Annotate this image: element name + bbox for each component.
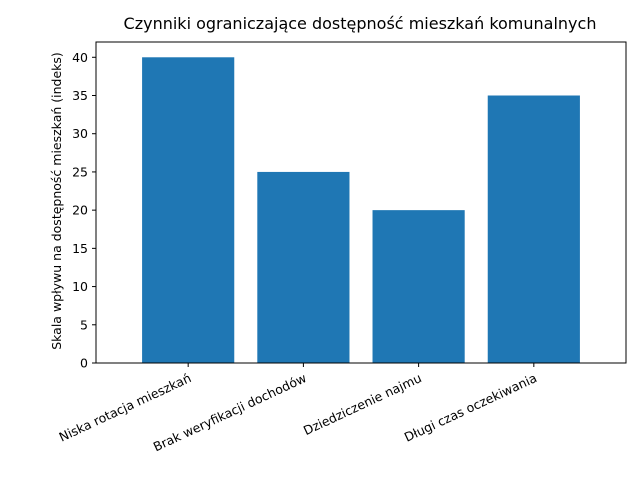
bars-group	[142, 57, 580, 364]
y-tick-label-5: 20	[72, 203, 88, 218]
bar-2	[257, 171, 350, 363]
y-axis-ticks: 0 5 10 15 20 25 30 35 40	[72, 50, 96, 371]
y-tick-label-3: 10	[72, 279, 88, 294]
chart-title: Czynniki ograniczające dostępność mieszk…	[124, 14, 597, 33]
x-tick-label-3: Dziedziczenie najmu	[301, 370, 424, 438]
bar-4	[487, 95, 580, 363]
plot-frame	[95, 41, 627, 364]
bar-3	[372, 210, 465, 363]
bar-1	[142, 57, 235, 364]
y-tick-label-1: 0	[80, 356, 88, 371]
y-tick-label-7: 30	[72, 126, 88, 141]
y-tick-label-4: 15	[72, 241, 88, 256]
y-tick-label-9: 40	[72, 50, 88, 65]
y-tick-label-6: 25	[72, 164, 88, 179]
y-tick-label-8: 35	[72, 88, 88, 103]
y-axis-label: Skala wpływu na dostępność mieszkań (ind…	[49, 52, 64, 350]
y-tick-label-2: 5	[80, 317, 88, 332]
